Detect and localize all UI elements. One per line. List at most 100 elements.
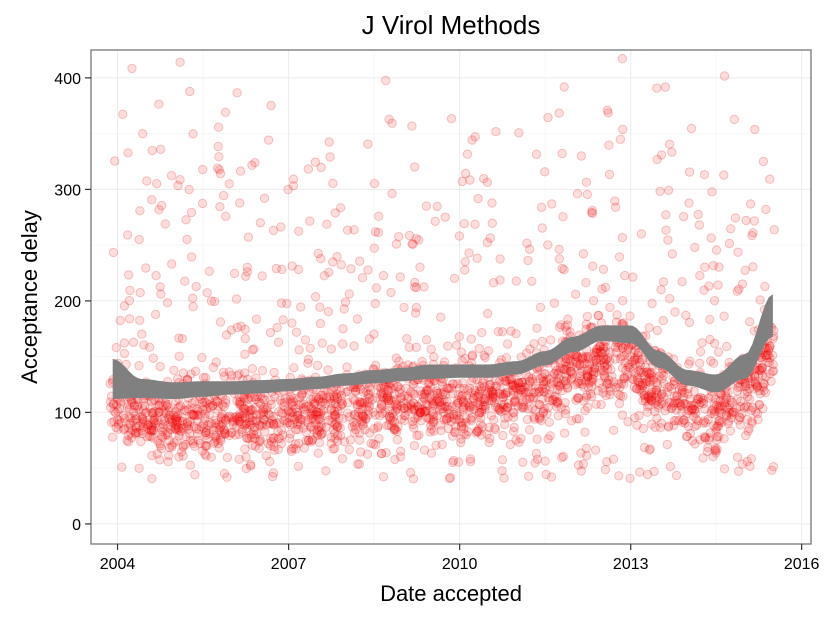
data-point (495, 405, 505, 415)
data-point (164, 406, 174, 416)
data-point (442, 396, 452, 407)
data-point (240, 409, 250, 419)
data-point (539, 379, 549, 390)
data-point (123, 148, 133, 158)
data-point (763, 357, 773, 368)
data-point (342, 225, 353, 235)
data-point (761, 204, 771, 215)
data-point (134, 234, 144, 245)
data-point (344, 289, 354, 299)
data-point (617, 410, 628, 420)
data-point (611, 347, 621, 358)
data-point (376, 448, 387, 459)
data-point (163, 399, 173, 410)
data-point (599, 361, 610, 372)
data-point (150, 415, 160, 426)
data-point (598, 352, 609, 363)
data-point (326, 398, 336, 408)
data-point (765, 174, 775, 184)
data-point (134, 421, 144, 431)
data-point (644, 445, 655, 455)
data-point (438, 403, 448, 414)
data-point (214, 425, 225, 435)
data-point (599, 371, 609, 381)
data-point (651, 387, 662, 398)
data-point (384, 411, 395, 422)
data-point (694, 358, 705, 368)
x-axis: 2004 2007 2010 2013 2016 (100, 544, 820, 573)
data-point (282, 418, 292, 428)
data-point (266, 100, 276, 111)
data-point (615, 382, 625, 392)
data-point (440, 401, 450, 412)
gridlines (91, 50, 811, 544)
data-point (712, 435, 722, 445)
data-point (527, 276, 537, 286)
data-point (367, 394, 378, 405)
data-point (232, 88, 242, 98)
data-point (265, 419, 276, 429)
data-point (478, 401, 488, 411)
data-point (446, 114, 457, 124)
data-point (602, 105, 613, 115)
data-point (130, 429, 141, 439)
data-point (581, 319, 592, 329)
data-point (573, 393, 584, 403)
data-point (601, 379, 612, 389)
data-point (667, 403, 677, 413)
data-point (759, 385, 769, 396)
data-point (182, 400, 192, 410)
data-point (375, 383, 386, 393)
data-point (373, 423, 383, 433)
data-point (298, 423, 309, 433)
data-point (285, 429, 295, 439)
data-point (460, 168, 471, 179)
data-point (247, 364, 258, 374)
data-point (231, 294, 242, 304)
data-point (173, 403, 183, 413)
data-point (635, 381, 645, 391)
data-point (761, 350, 771, 360)
data-point (236, 400, 247, 410)
data-point (597, 383, 608, 393)
data-point (266, 399, 276, 410)
data-point (210, 436, 220, 447)
data-point (508, 412, 519, 422)
data-point (316, 162, 326, 173)
data-point (476, 407, 487, 417)
data-point (458, 402, 468, 412)
data-point (672, 391, 682, 402)
data-point (108, 398, 119, 409)
data-point (704, 435, 714, 445)
data-point (211, 432, 221, 442)
data-point (591, 355, 601, 365)
data-point (511, 329, 521, 339)
data-point (452, 409, 462, 419)
data-point (190, 397, 200, 407)
data-point (111, 408, 121, 418)
data-point (128, 407, 139, 418)
data-point (745, 199, 756, 209)
data-point (585, 389, 596, 399)
data-point (577, 354, 587, 364)
data-point (227, 427, 237, 438)
data-point (436, 426, 446, 436)
data-point (587, 205, 597, 216)
data-point (215, 202, 225, 212)
data-point (714, 418, 725, 428)
data-point (245, 461, 256, 471)
data-point (386, 395, 396, 406)
data-point (534, 411, 545, 421)
data-point (352, 401, 363, 412)
data-point (150, 309, 161, 320)
data-point (474, 409, 484, 420)
data-point (234, 412, 244, 422)
data-point (612, 310, 622, 320)
data-point (513, 388, 523, 399)
data-point (250, 433, 260, 444)
data-point (255, 218, 266, 228)
data-point (737, 459, 747, 469)
data-point (538, 376, 549, 386)
data-point (355, 256, 365, 266)
data-point (330, 428, 340, 438)
